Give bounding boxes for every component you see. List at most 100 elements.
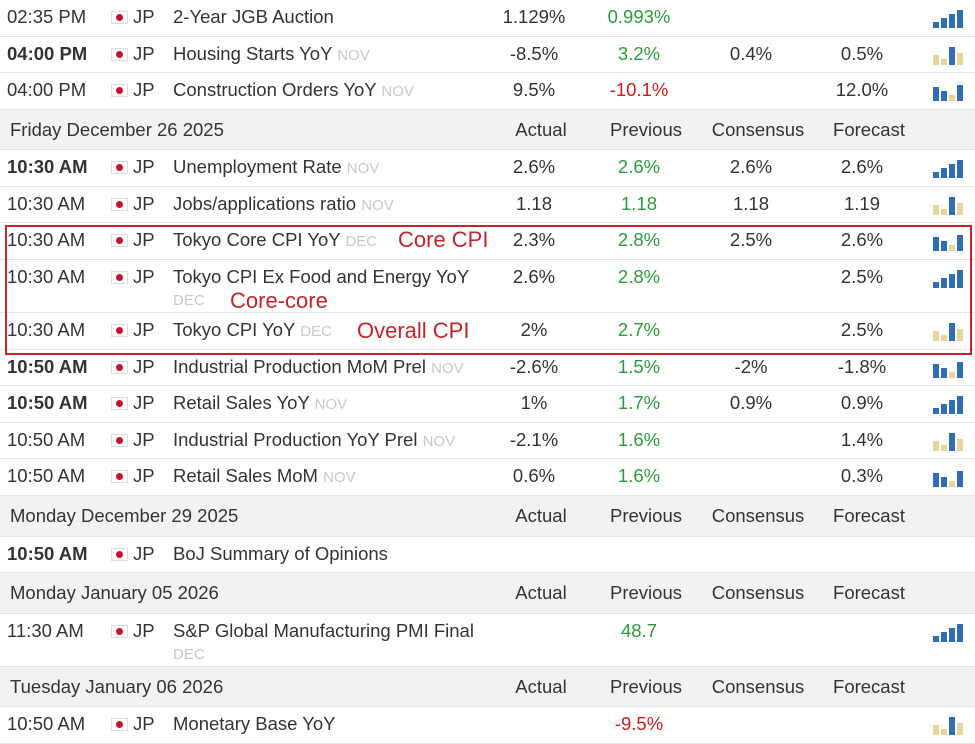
event-cell: Unemployment Rate NOV xyxy=(173,156,483,180)
country: JP xyxy=(133,229,155,251)
country: JP xyxy=(133,192,155,214)
event-name: 2-Year JGB Auction xyxy=(173,6,334,27)
sparkline-bar xyxy=(933,440,939,451)
sparkline-bar xyxy=(941,278,947,289)
column-header: Actual xyxy=(515,675,567,697)
flag-icon xyxy=(112,162,127,174)
period: NOV xyxy=(323,469,356,487)
forecast: 0.3% xyxy=(840,465,884,487)
event-name: Tokyo CPI YoY xyxy=(173,319,296,341)
period: NOV xyxy=(314,396,348,414)
event-cell: Retail Sales MoM NOV xyxy=(173,465,483,489)
sparkline-bar xyxy=(957,361,963,378)
country: JP xyxy=(133,713,155,735)
annotation: Core CPI xyxy=(398,227,489,253)
event-name: Construction Orders YoY xyxy=(173,79,377,101)
sparkline-bar xyxy=(957,85,963,102)
country: JP xyxy=(133,42,155,64)
period: NOV xyxy=(381,83,414,101)
sparkline-bar xyxy=(941,208,947,215)
sparkline-bar xyxy=(957,723,963,736)
sparkline-icon xyxy=(933,196,963,215)
event-row: 10:30 AM JP Tokyo CPI YoY DEC 2% 2.7% 2.5% Ove… xyxy=(0,313,975,350)
event-cell: Industrial Production MoM Prel NOV xyxy=(173,356,483,380)
event-row: 10:50 AM JP Monetary Base YoY -9.5% xyxy=(0,707,975,744)
forecast: 2.6% xyxy=(840,156,884,178)
actual: -2.6% xyxy=(509,355,559,377)
forecast: 0.9% xyxy=(840,392,884,414)
sparkline-bar xyxy=(949,164,955,179)
date: Monday January 05 2026 xyxy=(10,582,219,604)
flag-icon xyxy=(112,361,127,373)
actual: 2.6% xyxy=(512,266,556,288)
previous: 1.18 xyxy=(620,192,657,214)
event-cell: 2-Year JGB Auction xyxy=(173,6,483,28)
event-name: Monetary Base YoY xyxy=(173,713,336,735)
previous: 48.7 xyxy=(620,619,657,641)
sparkline-bar xyxy=(933,87,939,102)
event-cell: S&P Global Manufacturing PMI Final DEC xyxy=(173,620,483,666)
sparkline-icon xyxy=(933,432,963,451)
column-header: Actual xyxy=(515,118,567,140)
sparkline-bar xyxy=(933,282,939,289)
consensus: 2.6% xyxy=(729,156,773,178)
country: JP xyxy=(133,465,155,487)
event-row: 04:00 PM JP Construction Orders YoY NOV 9.5… xyxy=(0,73,975,110)
flag-icon xyxy=(112,471,127,483)
time: 02:35 PM xyxy=(7,6,87,27)
sparkline-bar xyxy=(933,172,939,179)
event-row: 10:30 AM JP Tokyo Core CPI YoY DEC 2.3% 2.8%… xyxy=(0,223,975,261)
event-cell: Housing Starts YoY NOV xyxy=(173,43,483,67)
sparkline-bar xyxy=(933,635,939,642)
sparkline-bar xyxy=(949,432,955,451)
sparkline-bar xyxy=(933,725,939,736)
forecast: -1.8% xyxy=(837,355,887,377)
date-header: Friday December 26 2025 Actual Previous Con… xyxy=(0,109,975,151)
time: 10:30 AM xyxy=(7,229,86,251)
period: DEC xyxy=(300,323,332,341)
event-row: 10:50 AM JP BoJ Summary of Opinions xyxy=(0,537,975,574)
sparkline-icon xyxy=(933,85,963,102)
sparkline-bar xyxy=(957,235,963,252)
date-header: Monday December 29 2025 Actual Previous Con… xyxy=(0,496,975,537)
event-name: Industrial Production YoY Prel xyxy=(173,428,418,450)
sparkline-icon xyxy=(933,270,963,289)
sparkline-icon xyxy=(933,471,963,488)
date: Monday December 29 2025 xyxy=(10,505,239,527)
event-row: 10:50 AM JP Retail Sales YoY NOV 1% 1.7% 0.9%… xyxy=(0,386,975,423)
event-name: Retail Sales MoM xyxy=(173,465,318,487)
sparkline-bar xyxy=(957,270,963,289)
sparkline-bar xyxy=(941,91,947,102)
time: 10:30 AM xyxy=(7,266,86,288)
sparkline-bar xyxy=(941,477,947,488)
previous: 2.7% xyxy=(617,319,661,341)
sparkline-bar xyxy=(933,22,939,28)
sparkline-bar xyxy=(949,14,955,28)
time: 10:30 AM xyxy=(7,192,86,214)
flag-icon xyxy=(112,548,127,560)
forecast: 12.0% xyxy=(835,79,889,101)
sparkline-bar xyxy=(941,18,947,28)
flag-icon xyxy=(112,325,127,337)
sparkline-bar xyxy=(941,168,947,179)
event-name: Jobs/applications ratio xyxy=(173,192,357,214)
sparkline-bar xyxy=(957,438,963,451)
date: Friday December 26 2025 xyxy=(10,118,224,140)
country: JP xyxy=(133,355,155,377)
previous: 0.993% xyxy=(607,6,671,27)
event-row: 10:50 AM JP Industrial Production YoY Prel… xyxy=(0,423,975,460)
actual: 0.6% xyxy=(512,465,556,487)
event-row: 10:30 AM JP Unemployment Rate NOV 2.6% 2.6% 2… xyxy=(0,150,975,187)
sparkline-bar xyxy=(949,323,955,342)
sparkline-bar xyxy=(957,52,963,65)
sparkline-bar xyxy=(933,331,939,342)
country: JP xyxy=(133,156,155,178)
consensus: 1.18 xyxy=(732,192,769,214)
consensus: 2.5% xyxy=(729,229,773,251)
event-name: BoJ Summary of Opinions xyxy=(173,542,388,564)
sparkline-bar xyxy=(933,204,939,215)
sparkline-bar xyxy=(957,396,963,415)
sparkline-icon xyxy=(933,323,963,342)
column-header: Forecast xyxy=(833,118,905,140)
